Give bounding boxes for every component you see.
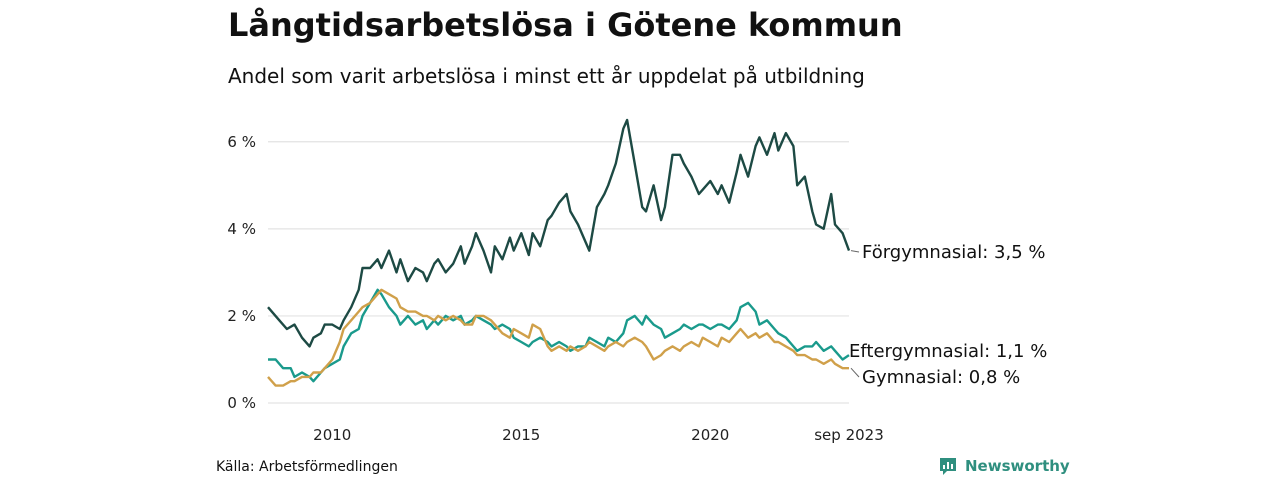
- label-connector: [850, 250, 860, 253]
- newsworthy-logo: Newsworthy: [938, 456, 1070, 476]
- x-tick-label: 2020: [691, 426, 729, 444]
- newsworthy-icon: [940, 458, 956, 475]
- series-line-forgymnasial: [267, 118, 851, 348]
- x-axis-ticks: 2010 2015 2020 sep 2023: [313, 426, 884, 444]
- y-tick-label: 4 %: [227, 220, 256, 238]
- series-line-eftergymnasial: [268, 288, 850, 383]
- line-chart: 0 % 2 % 4 % 6 % 2010 2015 2020 sep 2023 Förgym…: [227, 118, 1047, 444]
- y-tick-label: 6 %: [227, 133, 256, 151]
- y-axis-ticks: 0 % 2 % 4 % 6 %: [227, 133, 256, 412]
- gridlines: [268, 141, 849, 404]
- x-tick-label: 2015: [502, 426, 540, 444]
- source-note: Källa: Arbetsförmedlingen: [216, 459, 398, 475]
- series-lines: [267, 118, 851, 387]
- series-label-forgymnasial: Förgymnasial: 3,5 %: [862, 242, 1046, 263]
- series-label-gymnasial: Gymnasial: 0,8 %: [862, 367, 1020, 388]
- series-line-gymnasial: [267, 288, 849, 387]
- chart-subtitle: Andel som varit arbetslösa i minst ett å…: [228, 64, 865, 88]
- x-tick-label: sep 2023: [814, 426, 884, 444]
- series-end-labels: Förgymnasial: 3,5 % Eftergymnasial: 1,1 %…: [849, 242, 1047, 388]
- chart-title: Långtidsarbetslösa i Götene kommun: [228, 6, 903, 44]
- y-tick-label: 2 %: [227, 307, 256, 325]
- y-tick-label: 0 %: [227, 394, 256, 412]
- series-label-eftergymnasial: Eftergymnasial: 1,1 %: [849, 341, 1047, 362]
- brand-name: Newsworthy: [965, 457, 1070, 475]
- x-tick-label: 2010: [313, 426, 351, 444]
- label-connector: [850, 367, 860, 378]
